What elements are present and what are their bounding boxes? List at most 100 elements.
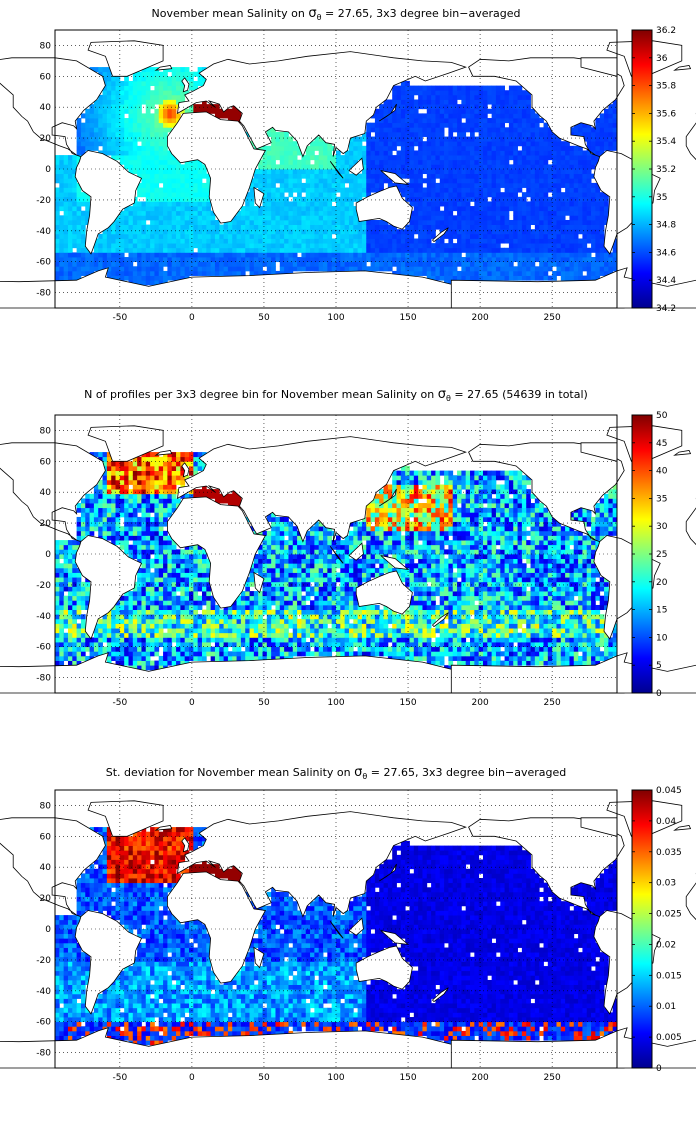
x-tick-label: 200 (472, 698, 489, 708)
x-tick-label: 100 (327, 698, 344, 708)
x-tick-label: 150 (399, 313, 416, 323)
x-tick-label: 250 (544, 698, 561, 708)
y-tick-label: 0 (45, 165, 51, 175)
axes-frame (54, 29, 618, 309)
colorbar-tick-label: 0.04 (656, 817, 676, 827)
colorbar-tick-label: 34.8 (656, 221, 676, 231)
x-tick-label: 0 (189, 698, 195, 708)
x-tick-label: 50 (258, 313, 270, 323)
panel-title: St. deviation for November mean Salinity… (106, 765, 566, 781)
x-tick-label: 50 (258, 698, 270, 708)
y-tick-label: 80 (40, 41, 52, 51)
x-tick-label: 150 (399, 1073, 416, 1083)
colorbar-tick-label: 20 (656, 578, 668, 588)
x-tick-label: 200 (472, 1073, 489, 1083)
colorbar-tick-label: 40 (656, 467, 668, 477)
y-tick-label: 0 (45, 925, 51, 935)
x-tick-label: 0 (189, 1073, 195, 1083)
x-tick-label: 250 (544, 1073, 561, 1083)
x-tick-label: -50 (112, 698, 127, 708)
colorbar: 0 5 10 15 20 25 30 35 40 45 50 (631, 411, 668, 699)
coastline (0, 800, 696, 1069)
colorbar-tick-label: 0.02 (656, 940, 676, 950)
data-grid (55, 827, 618, 1046)
y-tick-label: -40 (36, 227, 51, 237)
data-grid (55, 452, 618, 671)
y-tick-label: 20 (40, 894, 52, 904)
x-tick-label: -50 (112, 1073, 127, 1083)
map-panel: St. deviation for November mean Salinity… (0, 765, 696, 1083)
panel-title: November mean Salinity on σθ = 27.65, 3x… (152, 6, 521, 22)
data-grid (55, 67, 618, 286)
colorbar-tick-label: 36 (656, 54, 668, 64)
colorbar-tick-label: 10 (656, 633, 668, 643)
x-tick-label: 100 (327, 1073, 344, 1083)
colorbar-tick-label: 45 (656, 439, 667, 449)
x-tick-label: 150 (399, 698, 416, 708)
colorbar-tick-label: 36.2 (656, 26, 676, 36)
colorbar-tick-label: 50 (656, 411, 668, 421)
y-tick-label: 20 (40, 519, 52, 529)
y-tick-label: 40 (40, 863, 52, 873)
colorbar-tick-label: 35 (656, 494, 667, 504)
colorbar-tick-label: 30 (656, 522, 668, 532)
x-tick-label: 250 (544, 313, 561, 323)
y-tick-label: 40 (40, 103, 52, 113)
y-tick-label: 80 (40, 801, 52, 811)
colorbar: 34.2 34.4 34.6 34.8 35 35.2 35.4 35.6 35.8 36 36.2 (631, 26, 676, 314)
y-tick-label: -80 (36, 1049, 51, 1059)
colorbar-tick-label: 35.6 (656, 109, 676, 119)
colorbar-tick-label: 35.2 (656, 165, 676, 175)
x-tick-label: 100 (327, 313, 344, 323)
panels-root: November mean Salinity on σθ = 27.65, 3x… (0, 6, 696, 1083)
colorbar-tick-label: 34.4 (656, 276, 676, 286)
colorbar-tick-label: 0.035 (656, 848, 682, 858)
y-tick-label: -80 (36, 674, 51, 684)
colorbar-tick-label: 15 (656, 606, 667, 616)
y-tick-label: 60 (40, 832, 52, 842)
colorbar-tick-label: 25 (656, 550, 667, 560)
map-panel: N of profiles per 3x3 degree bin for Nov… (0, 387, 696, 708)
x-tick-label: 0 (189, 313, 195, 323)
y-tick-label: -20 (36, 196, 51, 206)
map-panel: November mean Salinity on σθ = 27.65, 3x… (0, 6, 696, 323)
x-tick-label: 200 (472, 313, 489, 323)
y-tick-label: -40 (36, 612, 51, 622)
colorbar-tick-label: 0.005 (656, 1033, 682, 1043)
y-tick-label: 60 (40, 457, 52, 467)
colorbar-tick-label: 35.8 (656, 82, 676, 92)
y-tick-label: -60 (36, 258, 51, 268)
y-tick-label: -40 (36, 987, 51, 997)
colorbar-tick-label: 34.6 (656, 248, 676, 258)
y-tick-label: 20 (40, 134, 52, 144)
colorbar-tick-label: 0.01 (656, 1002, 676, 1012)
colorbar-tick-label: 0.015 (656, 971, 682, 981)
colorbar-tick-label: 0 (656, 689, 662, 699)
axes-frame (54, 789, 618, 1069)
colorbar-tick-label: 0.03 (656, 879, 676, 889)
panel-title: N of profiles per 3x3 degree bin for Nov… (84, 387, 588, 403)
y-tick-label: -60 (36, 643, 51, 653)
y-tick-label: 60 (40, 72, 52, 82)
y-tick-label: 40 (40, 488, 52, 498)
colorbar-tick-label: 0.045 (656, 786, 682, 796)
colorbar-tick-label: 35 (656, 193, 667, 203)
colorbar-tick-label: 34.2 (656, 304, 676, 314)
y-tick-label: -20 (36, 581, 51, 591)
gridlines (55, 790, 617, 1068)
y-tick-label: -60 (36, 1018, 51, 1028)
x-tick-label: 50 (258, 1073, 270, 1083)
y-tick-label: 0 (45, 550, 51, 560)
x-tick-label: -50 (112, 313, 127, 323)
colorbar-tick-label: 0.025 (656, 910, 682, 920)
gridlines (55, 30, 617, 308)
axes-frame (54, 414, 618, 694)
y-tick-label: -20 (36, 956, 51, 966)
colorbar-tick-label: 35.4 (656, 137, 676, 147)
gridlines (55, 415, 617, 693)
y-tick-label: -80 (36, 289, 51, 299)
colorbar-tick-label: 0 (656, 1064, 662, 1074)
colorbar: 0 0.005 0.01 0.015 0.02 0.025 0.03 0.035 0.04 0.0… (631, 786, 682, 1074)
colorbar-tick-label: 5 (656, 661, 662, 671)
